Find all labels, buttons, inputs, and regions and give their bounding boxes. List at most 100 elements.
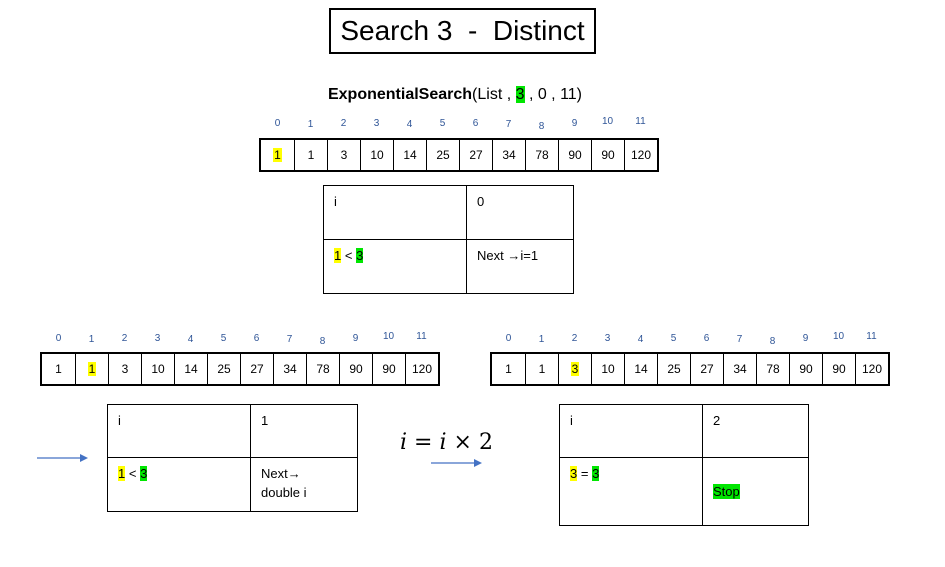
array-cell-value: 120 [630,148,652,162]
array-cell: 10 [360,140,393,170]
array-cell: 120 [405,354,438,384]
action-cell: Stop [702,457,809,526]
diagram-title: Search 3 - Distinct [329,8,596,54]
cmp-right: 3 [140,466,148,481]
array-cell: 120 [624,140,657,170]
array-cell-value: 90 [382,362,396,376]
array-cell: 78 [525,140,558,170]
formula-eq: = [407,430,440,455]
array-index-label: 10 [601,116,614,127]
state-table-step-3: i 2 3 = 3 Stop [559,404,809,526]
array-cell-value: 1 [273,148,282,162]
array-cell: 10 [141,354,174,384]
array-index-label: 8 [319,336,326,347]
array-index-label: 10 [382,331,395,342]
array-cell: 1 [294,140,327,170]
array-cell: 3 [558,354,591,384]
array-cell-value: 10 [601,362,615,376]
array-index-label: 1 [307,119,314,130]
array-cell-value: 78 [535,148,549,162]
i-value-cell: 2 [702,404,809,458]
array-index-label: 3 [373,118,380,129]
array-index-label: 2 [121,333,128,344]
array-index-label: 9 [352,333,359,344]
cmp-op: < [341,248,357,263]
array-cell-value: 3 [340,148,348,162]
array-index-label: 7 [736,334,743,345]
array-index-label: 9 [802,333,809,344]
array-cell-value: 1 [505,362,512,376]
array-cell: 27 [690,354,723,384]
array-index-label: 1 [538,334,545,345]
array-index-label: 2 [340,118,347,129]
array-cell: 25 [426,140,459,170]
array-index-label: 4 [637,334,644,345]
array-step-1: 1 1 3 10 14 25 27 34 78 90 90 120 [259,138,659,172]
array-cell: 3 [108,354,141,384]
array-cell: 14 [624,354,657,384]
array-index-label: 4 [187,334,194,345]
cmp-right: 3 [356,248,364,263]
array-cell: 90 [591,140,624,170]
i-label-cell: i [107,404,251,458]
array-cell-value: 78 [766,362,780,376]
array-cell-value: 25 [436,148,450,162]
array-cell: 1 [261,140,294,170]
array-index-label: 7 [286,334,293,345]
array-cell: 1 [42,354,75,384]
array-cell: 25 [657,354,690,384]
cmp-op: < [125,466,141,481]
array-index-label: 1 [88,334,95,345]
call-open: (List , [472,86,516,103]
function-name: ExponentialSearch [327,86,473,103]
array-cell: 90 [789,354,822,384]
array-cell-value: 1 [87,362,97,376]
array-index-label: 6 [472,118,479,129]
array-cell-value: 78 [316,362,330,376]
array-cell: 34 [492,140,525,170]
array-index-label: 2 [571,333,578,344]
array-cell: 10 [591,354,624,384]
array-index-label: 7 [505,119,512,130]
cmp-left: 1 [334,248,342,263]
array-index-label: 11 [635,116,646,127]
array-cell-value: 25 [217,362,231,376]
stop-label: Stop [713,484,740,499]
array-cell: 27 [240,354,273,384]
array-cell-value: 3 [570,362,580,376]
i-label-cell: i [323,185,467,240]
formula-lhs: i [400,430,408,455]
function-call: ExponentialSearch(List , 3 , 0 , 11) [250,86,660,104]
array-cell-value: 27 [469,148,483,162]
array-cell: 90 [558,140,591,170]
array-cell-value: 90 [568,148,582,162]
array-index-label: 3 [154,333,161,344]
array-index-label: 10 [832,331,845,342]
call-target: 3 [515,86,525,103]
call-rest: , 0 , 11) [524,86,583,103]
array-step-2: 1 1 3 10 14 25 27 34 78 90 90 120 [40,352,440,386]
action-line-2: double i [261,485,307,500]
array-cell-value: 34 [502,148,516,162]
array-cell-value: 90 [349,362,363,376]
array-cell-value: 14 [184,362,198,376]
array-cell-value: 10 [370,148,384,162]
action-cell: Next →i=1 [466,239,574,294]
i-value-cell: 1 [250,404,358,458]
array-cell-value: 90 [601,148,615,162]
array-cell: 25 [207,354,240,384]
comparison-cell: 3 = 3 [559,457,703,526]
array-index-label: 5 [439,118,446,129]
array-cell: 78 [306,354,339,384]
state-table-step-1: i 0 1 < 3 Next →i=1 [323,185,574,294]
array-cell-value: 27 [700,362,714,376]
array-index-label: 6 [253,333,260,344]
array-cell-value: 90 [832,362,846,376]
array-index-label: 0 [274,118,281,129]
cmp-left: 1 [118,466,126,481]
array-cell-value: 25 [667,362,681,376]
array-index-label: 9 [571,118,578,129]
array-index-label: 5 [220,333,227,344]
array-index-label: 4 [406,119,413,130]
array-index-label: 0 [55,333,62,344]
